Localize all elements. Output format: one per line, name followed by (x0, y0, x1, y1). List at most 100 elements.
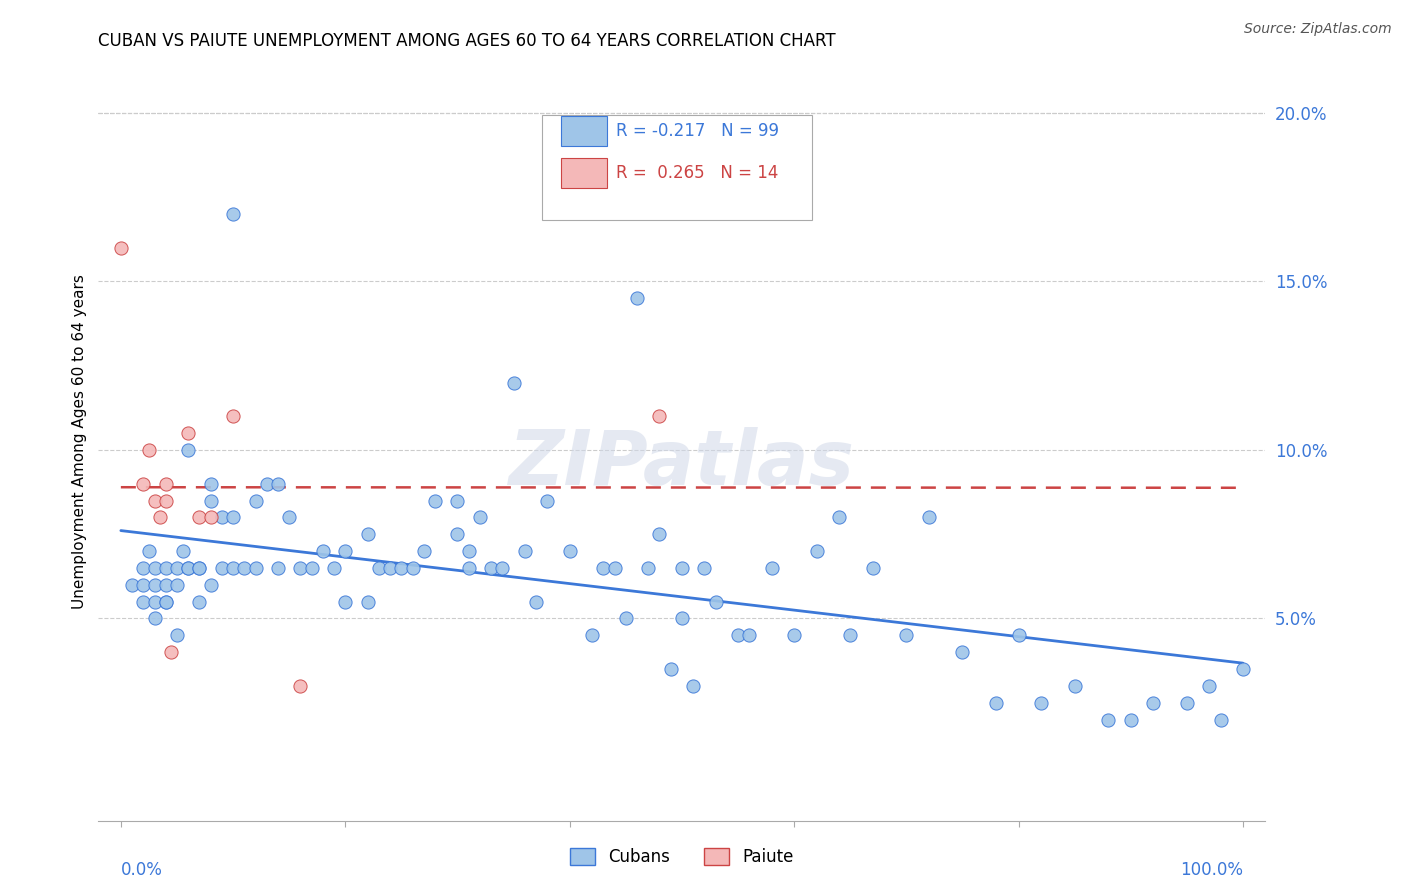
Point (138, 442, 160, 457)
Text: ZIPatlas: ZIPatlas (509, 427, 855, 501)
Point (368, 561, 391, 575)
Point (155, 561, 177, 575)
Point (659, 662, 682, 676)
Point (1175, 696, 1198, 710)
Point (143, 611, 166, 625)
Point (335, 594, 357, 608)
Point (783, 628, 806, 642)
Text: R =  0.265   N = 14: R = 0.265 N = 14 (616, 164, 779, 182)
Point (335, 544, 357, 558)
Point (160, 645, 183, 659)
Point (149, 510, 172, 524)
Point (479, 561, 502, 575)
Point (211, 561, 233, 575)
Point (200, 578, 222, 592)
Point (256, 476, 278, 491)
Point (704, 594, 727, 608)
Point (389, 561, 412, 575)
Point (177, 561, 200, 575)
Point (457, 561, 479, 575)
Point (177, 442, 200, 457)
Point (592, 561, 614, 575)
Point (806, 544, 828, 558)
Legend: Cubans, Paiute: Cubans, Paiute (564, 841, 800, 873)
Point (222, 409, 245, 424)
Point (614, 611, 637, 625)
Text: 0.0%: 0.0% (121, 861, 163, 880)
Point (491, 561, 513, 575)
Point (603, 561, 626, 575)
Point (132, 578, 155, 592)
Point (1063, 679, 1085, 693)
Point (177, 561, 200, 575)
Point (143, 561, 166, 575)
Point (312, 544, 335, 558)
Point (200, 476, 222, 491)
Point (1007, 628, 1029, 642)
Point (648, 527, 671, 541)
Point (423, 493, 446, 508)
Point (245, 561, 267, 575)
Point (513, 544, 536, 558)
Point (401, 561, 423, 575)
Point (233, 561, 256, 575)
Point (896, 628, 918, 642)
Point (200, 510, 222, 524)
Point (671, 611, 693, 625)
Point (188, 561, 211, 575)
Point (172, 544, 194, 558)
Point (222, 561, 245, 575)
Point (446, 493, 468, 508)
Point (278, 510, 301, 524)
Point (290, 561, 312, 575)
Point (211, 510, 233, 524)
Point (132, 594, 155, 608)
Point (143, 594, 166, 608)
Point (984, 696, 1007, 710)
Point (1142, 696, 1164, 710)
Point (323, 561, 346, 575)
Point (222, 510, 245, 524)
Point (188, 594, 211, 608)
Point (155, 493, 177, 508)
Point (637, 561, 659, 575)
Point (468, 510, 491, 524)
Point (626, 291, 648, 305)
Point (121, 578, 143, 592)
Point (1029, 696, 1052, 710)
Text: R = -0.217   N = 99: R = -0.217 N = 99 (616, 122, 779, 140)
Point (502, 376, 524, 390)
Point (682, 679, 704, 693)
Point (132, 476, 155, 491)
Point (671, 561, 693, 575)
Point (188, 510, 211, 524)
Point (457, 544, 479, 558)
Point (155, 578, 177, 592)
Point (1209, 713, 1232, 727)
Point (166, 561, 188, 575)
Point (177, 426, 200, 441)
Point (536, 493, 558, 508)
Point (412, 544, 434, 558)
Y-axis label: Unemployment Among Ages 60 to 64 years: Unemployment Among Ages 60 to 64 years (72, 274, 87, 609)
Point (446, 527, 468, 541)
Point (738, 628, 761, 642)
Point (524, 594, 547, 608)
Point (245, 493, 267, 508)
Point (267, 561, 290, 575)
Point (143, 578, 166, 592)
Point (1097, 713, 1119, 727)
Point (648, 409, 671, 424)
Point (290, 679, 312, 693)
Point (166, 628, 188, 642)
Point (200, 493, 222, 508)
Point (357, 594, 380, 608)
Point (222, 207, 245, 221)
Point (693, 561, 716, 575)
Point (378, 561, 402, 575)
Point (155, 476, 177, 491)
Point (132, 561, 155, 575)
Point (143, 493, 166, 508)
Point (301, 561, 323, 575)
Point (828, 510, 851, 524)
